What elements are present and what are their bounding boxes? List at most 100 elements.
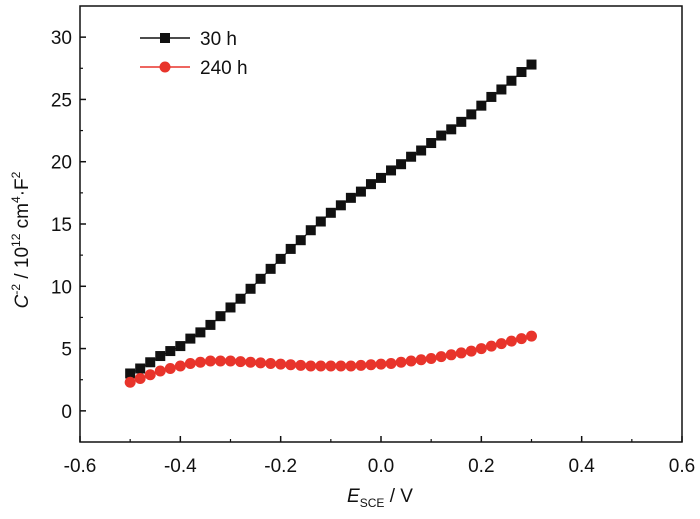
- data-point: [125, 368, 136, 379]
- x-tick-label: 0.6: [669, 456, 695, 477]
- y-axis-label: C-2 / 1012 cm4·F2: [9, 171, 33, 308]
- data-point: [195, 327, 206, 338]
- data-point: [386, 165, 397, 176]
- data-point: [245, 283, 256, 294]
- data-point: [506, 75, 517, 86]
- x-tick-label: 0.2: [468, 456, 494, 477]
- data-point: [145, 357, 156, 368]
- data-point: [144, 369, 156, 381]
- data-point: [124, 376, 136, 388]
- data-point: [335, 360, 347, 372]
- data-point: [235, 293, 246, 304]
- y-tick-label: 20: [51, 153, 72, 174]
- data-point: [315, 360, 327, 372]
- data-point: [275, 358, 287, 370]
- data-point: [526, 330, 537, 342]
- data-point: [194, 356, 206, 368]
- data-point: [164, 363, 176, 375]
- data-point: [526, 59, 537, 70]
- y-tick-label: 25: [51, 90, 72, 111]
- data-point: [265, 358, 277, 370]
- data-point: [425, 353, 437, 365]
- x-tick-label: -0.2: [264, 456, 297, 477]
- legend-marker: [159, 61, 171, 73]
- data-point: [376, 172, 386, 183]
- data-point: [315, 216, 326, 227]
- data-point: [446, 124, 457, 135]
- data-point: [275, 253, 286, 264]
- data-point: [486, 91, 497, 102]
- data-point: [245, 356, 257, 368]
- x-axis-label: ESCE / V: [347, 486, 413, 510]
- y-tick-label: 0: [61, 402, 72, 423]
- legend-marker: [160, 33, 170, 43]
- x-tick-label: -0.4: [164, 456, 197, 477]
- plot-area: -0.6 -0.4 -0.2 0.0 0.2 0.4 0.6 0 5 10 15 20 25 30 30 h…: [51, 5, 695, 477]
- data-point: [154, 365, 166, 377]
- data-point: [516, 67, 527, 78]
- data-point: [485, 340, 497, 352]
- y-tick-label: 10: [51, 277, 72, 298]
- data-point: [365, 359, 377, 371]
- data-point: [255, 273, 266, 284]
- data-point: [305, 225, 316, 236]
- data-point: [515, 333, 527, 345]
- data-point: [225, 355, 236, 367]
- data-point: [375, 358, 387, 370]
- data-point: [345, 192, 356, 203]
- data-point: [435, 351, 447, 363]
- data-point: [455, 347, 467, 359]
- y-tick-label: 30: [51, 28, 72, 49]
- data-point: [456, 116, 467, 127]
- data-point: [495, 338, 507, 350]
- data-point: [235, 356, 247, 368]
- data-point: [395, 356, 407, 368]
- data-point: [174, 360, 186, 372]
- data-point: [225, 302, 236, 313]
- x-tick-label: 0.0: [368, 456, 394, 477]
- data-point: [255, 357, 267, 369]
- data-point: [325, 360, 337, 372]
- data-point: [134, 372, 146, 384]
- data-point: [466, 109, 477, 120]
- data-point: [285, 359, 297, 371]
- data-point: [295, 359, 307, 371]
- data-point: [355, 359, 367, 371]
- data-point: [426, 138, 437, 149]
- data-point: [175, 341, 186, 352]
- data-point: [365, 179, 376, 190]
- data-point: [135, 363, 146, 374]
- data-point: [205, 319, 216, 330]
- data-point: [335, 200, 346, 211]
- data-point: [475, 343, 487, 355]
- data-point: [184, 358, 196, 370]
- data-point: [436, 130, 447, 141]
- data-point: [445, 349, 457, 361]
- x-tick-label: -0.6: [64, 456, 97, 477]
- y-tick-label: 15: [51, 215, 72, 236]
- data-point: [155, 351, 166, 362]
- data-point: [165, 346, 176, 357]
- data-point: [305, 360, 317, 372]
- data-point: [405, 355, 417, 367]
- data-point: [396, 159, 407, 170]
- data-point: [385, 358, 397, 370]
- data-point: [416, 145, 427, 156]
- data-point: [465, 345, 477, 357]
- legend-label: 240 h: [200, 58, 248, 79]
- legend-label: 30 h: [200, 29, 237, 50]
- data-point: [325, 207, 336, 218]
- data-point: [415, 354, 427, 366]
- x-tick-label: 0.4: [568, 456, 595, 477]
- data-point: [476, 100, 487, 111]
- data-point: [214, 355, 226, 367]
- data-point: [355, 186, 366, 197]
- data-point: [345, 360, 357, 372]
- data-point: [295, 235, 306, 246]
- data-point: [496, 84, 507, 95]
- data-point: [215, 311, 226, 322]
- data-point: [406, 151, 417, 162]
- data-point: [185, 333, 196, 344]
- data-point: [285, 243, 296, 254]
